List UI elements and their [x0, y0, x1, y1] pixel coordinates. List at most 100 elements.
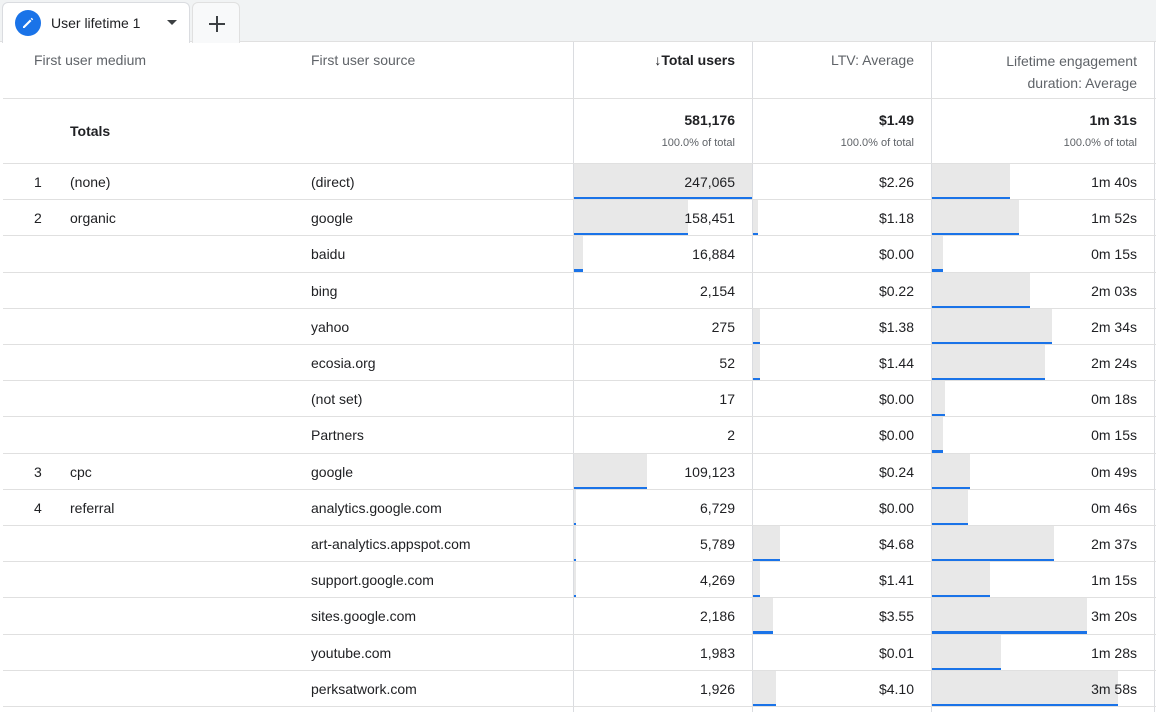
- eng-bar-line: [932, 559, 1054, 562]
- ltv-bar: [753, 526, 780, 562]
- cell-source: google: [311, 463, 354, 480]
- cell-ltv: $4.10: [878, 680, 914, 697]
- table-row[interactable]: support.google.com 4,269 $1.41 1m 15s: [3, 562, 1156, 599]
- header-engagement-line1: Lifetime engagement: [1006, 53, 1137, 69]
- header-divider: [3, 98, 1156, 99]
- cell-source: (direct): [311, 174, 355, 190]
- users-bar: [574, 562, 576, 599]
- header-total-users-label: Total users: [661, 52, 735, 68]
- ltv-bar: [753, 562, 760, 599]
- users-bar-line: [574, 486, 647, 490]
- cell-medium: referral: [70, 499, 115, 516]
- cell-total-users: 1,983: [699, 644, 735, 661]
- eng-bar-line: [932, 269, 943, 273]
- row-index: 2: [34, 210, 42, 227]
- header-lifetime-engagement[interactable]: Lifetime engagement duration: Average: [943, 50, 1137, 94]
- table-row[interactable]: Partners 2 $0.00 0m 15s: [3, 417, 1156, 454]
- cell-total-users: 52: [719, 355, 735, 371]
- cell-ltv: $0.01: [878, 644, 914, 661]
- cell-source: perksatwork.com: [311, 680, 417, 697]
- row-divider: [3, 488, 1156, 490]
- cell-ltv: $1.44: [878, 355, 914, 371]
- cell-source: google: [311, 210, 354, 227]
- cell-source: support.google.com: [311, 572, 434, 589]
- row-divider: [3, 343, 1156, 345]
- row-divider: [3, 380, 1156, 382]
- tab-user-lifetime[interactable]: User lifetime 1: [2, 2, 190, 43]
- totals-users-pct: 100.0% of total: [661, 137, 735, 149]
- totals-label: Totals: [70, 123, 111, 139]
- table-row[interactable]: youtube.com 1,983 $0.01 1m 28s: [3, 634, 1156, 671]
- pencil-icon[interactable]: [15, 10, 41, 36]
- cell-ltv: $2.26: [878, 174, 914, 190]
- row-index: 4: [34, 499, 42, 516]
- ltv-bar: [753, 200, 758, 237]
- eng-bar: [932, 489, 968, 526]
- cell-medium: organic: [70, 210, 116, 227]
- header-ltv-average[interactable]: LTV: Average: [830, 52, 914, 68]
- data-table: First user medium First user source ↓Tot…: [3, 42, 1156, 712]
- cell-medium: cpc: [70, 463, 92, 480]
- ltv-bar-line: [753, 703, 776, 707]
- eng-bar-line: [932, 378, 1045, 381]
- table-row[interactable]: baidu 16,884 $0.00 0m 15s: [3, 236, 1156, 273]
- totals-divider: [3, 163, 1156, 164]
- eng-bar-line: [932, 522, 968, 526]
- cell-source: yahoo: [311, 318, 350, 335]
- users-bar-line: [574, 197, 752, 200]
- row-divider: [3, 271, 1156, 273]
- cell-total-users: 158,451: [684, 210, 735, 227]
- users-bar-line: [574, 559, 576, 562]
- eng-bar-line: [932, 667, 1001, 671]
- cell-source: (not set): [311, 391, 363, 408]
- table-row[interactable]: (not set) 17 $0.00 0m 18s: [3, 381, 1156, 418]
- eng-bar-line: [932, 414, 945, 418]
- header-first-user-source[interactable]: First user source: [311, 52, 416, 68]
- table-row[interactable]: art-analytics.appspot.com 5,789 $4.68 2m 37…: [3, 526, 1156, 563]
- cell-source: Partners: [311, 427, 364, 444]
- ltv-bar-line: [753, 341, 760, 345]
- row-index: 3: [34, 463, 42, 480]
- ltv-bar: [753, 345, 760, 381]
- eng-bar: [932, 598, 1087, 635]
- table-row[interactable]: 4 referral analytics.google.com 6,729 $0.00 0…: [3, 489, 1156, 526]
- caret-down-icon[interactable]: [167, 20, 177, 25]
- cell-ltv: $1.41: [878, 572, 914, 589]
- row-divider: [3, 199, 1156, 201]
- cell-engagement: 1m 15s: [1091, 572, 1137, 589]
- table-row[interactable]: ecosia.org 52 $1.44 2m 24s: [3, 345, 1156, 382]
- cell-engagement: 1m 40s: [1091, 174, 1137, 190]
- users-bar-line: [574, 522, 576, 526]
- cell-ltv: $0.00: [878, 499, 914, 516]
- header-total-users[interactable]: ↓Total users: [583, 52, 735, 68]
- row-divider: [3, 633, 1156, 635]
- sort-arrow-down-icon: ↓: [654, 52, 662, 68]
- totals-ltv: $1.49: [878, 112, 914, 128]
- users-bar-line: [574, 595, 576, 599]
- header-first-user-medium[interactable]: First user medium: [34, 52, 147, 68]
- eng-bar: [932, 634, 1001, 671]
- table-row[interactable]: 2 organic google 158,451 $1.18 1m 52s: [3, 200, 1156, 237]
- cell-engagement: 0m 18s: [1091, 391, 1137, 408]
- table-row[interactable]: 1 (none) (direct) 247,065 $2.26 1m 40s: [3, 164, 1156, 201]
- cell-engagement: 2m 24s: [1091, 355, 1137, 371]
- add-tab-button[interactable]: [192, 2, 240, 43]
- eng-bar-line: [932, 486, 970, 490]
- table-row[interactable]: bing 2,154 $0.22 2m 03s: [3, 272, 1156, 309]
- col-divider: [573, 42, 574, 712]
- table-row[interactable]: yahoo 275 $1.38 2m 34s: [3, 308, 1156, 345]
- row-divider: [3, 597, 1156, 599]
- cell-total-users: 2,154: [699, 282, 735, 299]
- cell-source: sites.google.com: [311, 608, 417, 625]
- table-row[interactable]: 3 cpc google 109,123 $0.24 0m 49s: [3, 453, 1156, 490]
- eng-bar: [932, 345, 1045, 381]
- row-divider: [3, 307, 1156, 309]
- eng-bar-line: [932, 233, 1019, 237]
- users-bar: [574, 489, 576, 526]
- users-bar: [574, 164, 752, 200]
- table-row[interactable]: sites.google.com 2,186 $3.55 3m 20s: [3, 598, 1156, 635]
- table-row[interactable]: perksatwork.com 1,926 $4.10 3m 58s: [3, 670, 1156, 707]
- plus-icon: [209, 16, 225, 32]
- eng-bar-line: [932, 595, 990, 599]
- cell-engagement: 3m 58s: [1091, 680, 1137, 697]
